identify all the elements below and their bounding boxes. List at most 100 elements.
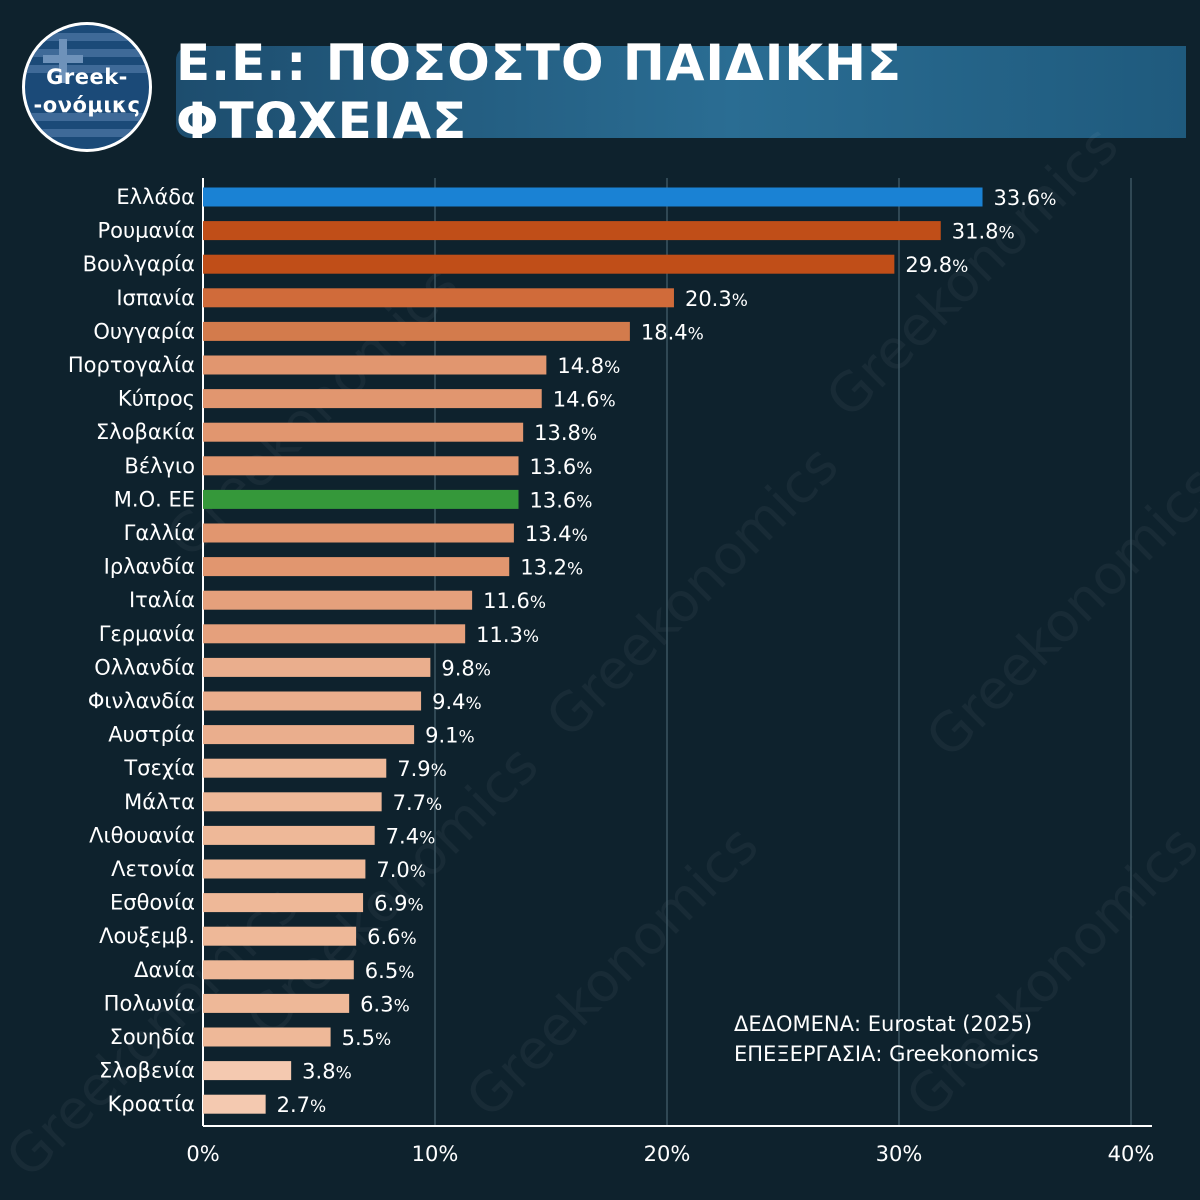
x-tick-label: 30% [876, 1142, 923, 1166]
value-label: 31.8% [952, 220, 1015, 244]
x-tick-label: 0% [186, 1142, 219, 1166]
bar [203, 489, 519, 509]
category-label: Ελλάδα [116, 185, 195, 209]
category-label: Ισπανία [116, 286, 195, 310]
category-label: Τσεχία [123, 756, 195, 780]
bar [203, 1027, 331, 1047]
value-label: 9.8% [441, 656, 491, 680]
value-label: 14.6% [553, 388, 616, 412]
logo-text-line1: Greek- [46, 65, 128, 89]
bar [203, 221, 941, 241]
value-label: 13.4% [525, 522, 588, 546]
value-label: 6.6% [367, 925, 417, 949]
bar [203, 321, 630, 341]
title-banner: Ε.Ε.: ΠΟΣΟΣΤΟ ΠΑΙΔΙΚΗΣ ΦΤΩΧΕΙΑΣ [176, 34, 1186, 150]
value-label: 13.6% [530, 455, 593, 479]
category-label: Πολωνία [104, 991, 195, 1015]
category-label: Ιταλία [129, 588, 195, 612]
value-label: 20.3% [685, 287, 748, 311]
category-label: Μάλτα [124, 790, 195, 814]
bar [203, 456, 519, 476]
value-label: 5.5% [342, 1026, 392, 1050]
logo-text-line2: -ονόμικς [33, 93, 141, 117]
bar [203, 1061, 292, 1081]
category-label: Ουγγαρία [93, 319, 195, 343]
x-tick-label: 20% [644, 1142, 691, 1166]
bar [203, 389, 542, 409]
bar [203, 657, 431, 677]
bar [203, 254, 895, 274]
bar [203, 187, 983, 207]
flag-cross [43, 55, 83, 63]
category-label: Ιρλανδία [104, 555, 195, 579]
bar [203, 422, 524, 442]
flag-stripe [25, 113, 149, 121]
bar [203, 624, 466, 644]
category-label: Λετονία [111, 857, 195, 881]
x-tick-label: 10% [412, 1142, 459, 1166]
bar [203, 691, 422, 711]
category-label: Μ.Ο. ΕΕ [114, 487, 195, 511]
bar [203, 825, 375, 845]
value-label: 13.6% [530, 488, 593, 512]
category-label: Σουηδία [110, 1025, 195, 1049]
value-label: 29.8% [905, 253, 968, 277]
category-label: Κύπρος [118, 387, 195, 411]
x-tick-label: 40% [1108, 1142, 1155, 1166]
category-label: Σλοβενία [99, 1059, 195, 1083]
value-label: 9.4% [432, 690, 482, 714]
value-label: 14.8% [557, 354, 620, 378]
bar [203, 288, 674, 308]
bar [203, 1094, 266, 1114]
value-label: 9.1% [425, 724, 475, 748]
bar [203, 557, 510, 577]
bar [203, 590, 473, 610]
value-label: 13.8% [534, 421, 597, 445]
processing-note: ΕΠΕΞΕΡΓΑΣΙΑ: Greekonomics [734, 1042, 1039, 1066]
category-label: Βέλγιο [124, 454, 195, 478]
category-label: Γαλλία [124, 521, 195, 545]
bar [203, 859, 366, 879]
category-label: Λουξεμβ. [99, 924, 195, 948]
category-label: Δανία [134, 958, 195, 982]
category-label: Αυστρία [108, 723, 195, 747]
value-label: 18.4% [641, 320, 704, 344]
bar [203, 993, 350, 1013]
value-label: 7.0% [376, 858, 426, 882]
data-source-note: ΔΕΔΟΜΕΝΑ: Eurostat (2025) [734, 1012, 1033, 1036]
bar [203, 960, 354, 980]
bar [203, 523, 514, 543]
category-label: Πορτογαλία [68, 353, 195, 377]
value-label: 7.7% [393, 791, 443, 815]
value-label: 11.6% [483, 589, 546, 613]
flag-stripe [25, 65, 149, 73]
value-label: 7.9% [397, 757, 447, 781]
category-label: Ρουμανία [97, 219, 195, 243]
value-label: 6.3% [360, 992, 410, 1016]
category-label: Λιθουανία [89, 823, 195, 847]
value-label: 13.2% [520, 556, 583, 580]
flag-stripe [25, 49, 149, 57]
category-label: Φινλανδία [88, 689, 195, 713]
bar [203, 926, 357, 946]
bar [203, 355, 547, 375]
bar [203, 725, 415, 745]
bar [203, 792, 382, 812]
category-label: Κροατία [108, 1092, 195, 1116]
bar [203, 893, 364, 913]
category-label: Βουλγαρία [83, 252, 195, 276]
flag-stripe [25, 33, 149, 41]
value-label: 11.3% [476, 623, 539, 647]
value-label: 3.8% [302, 1060, 352, 1084]
value-label: 6.9% [374, 892, 424, 916]
category-label: Ολλανδία [94, 655, 195, 679]
category-label: Γερμανία [99, 622, 195, 646]
category-label: Σλοβακία [96, 420, 195, 444]
value-label: 6.5% [365, 959, 415, 983]
value-label: 7.4% [386, 824, 436, 848]
greekonomics-logo: Greek- -ονόμικς [22, 22, 152, 152]
flag-stripe [25, 129, 149, 137]
value-label: 2.7% [277, 1093, 327, 1117]
value-label: 33.6% [994, 186, 1057, 210]
